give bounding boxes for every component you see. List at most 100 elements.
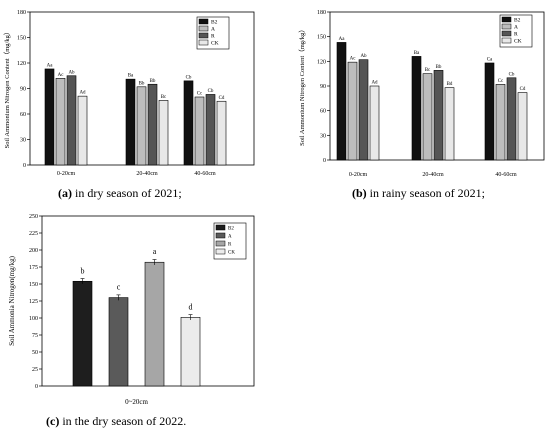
legend-swatch bbox=[501, 16, 512, 23]
y-tick-label: 0 bbox=[323, 158, 326, 164]
bar-significance-label: Bc bbox=[425, 68, 431, 73]
bar-significance-label: Bc bbox=[161, 95, 167, 100]
bar bbox=[369, 85, 380, 161]
chart-a: 0 30 60 90 120 150 180 Soil Ammonium Nitrogen C… bbox=[3, 10, 255, 177]
legend-swatch bbox=[215, 224, 226, 231]
caption-a-label: (a) bbox=[58, 186, 72, 200]
bar bbox=[358, 59, 369, 161]
bar-significance-label: Ba bbox=[128, 74, 134, 79]
x-category-label: 20-40cm bbox=[422, 172, 444, 178]
y-tick-label: 150 bbox=[17, 36, 26, 42]
bar-significance-label: Bd bbox=[447, 82, 453, 87]
bar bbox=[180, 317, 201, 387]
x-category-label: 0-20cm bbox=[349, 172, 368, 178]
bar-significance-label: Cc bbox=[197, 92, 203, 97]
y-tick-label: 60 bbox=[20, 112, 26, 118]
y-tick-label: 60 bbox=[320, 109, 326, 115]
bar bbox=[136, 86, 147, 166]
bar bbox=[194, 96, 205, 166]
y-tick-label: 100 bbox=[29, 316, 38, 322]
caption-c-text: in the dry season of 2022. bbox=[59, 414, 187, 428]
x-category-label: 40-60cm bbox=[495, 172, 517, 178]
bar-significance-label: Ad bbox=[371, 81, 378, 86]
legend-label: R bbox=[228, 243, 232, 248]
y-tick-label: 200 bbox=[29, 248, 38, 254]
bar bbox=[411, 56, 422, 161]
legend-label: CK bbox=[228, 251, 235, 256]
bar-significance-label: d bbox=[189, 302, 193, 311]
x-category-label: 40-60cm bbox=[194, 171, 216, 177]
legend-label: A bbox=[514, 25, 518, 31]
y-tick-label: 90 bbox=[320, 84, 326, 90]
bar-significance-label: Cb bbox=[186, 75, 192, 80]
legend-label: R bbox=[514, 32, 518, 38]
y-tick-label: 50 bbox=[32, 350, 38, 356]
y-axis-label: Soil Ammonium Nitrogen Content（mg/kg） bbox=[3, 29, 11, 149]
legend-swatch bbox=[501, 37, 512, 44]
y-tick-label: 150 bbox=[317, 35, 326, 41]
y-tick-label: 120 bbox=[17, 61, 26, 67]
caption-c-label: (c) bbox=[46, 414, 60, 428]
legend-label: B2 bbox=[228, 227, 234, 232]
bar bbox=[347, 61, 358, 161]
bar bbox=[216, 100, 227, 166]
bar-significance-label: Bb bbox=[150, 79, 156, 84]
caption-b-text: in rainy season of 2021; bbox=[366, 186, 485, 200]
caption-c: (c) in the dry season of 2022. bbox=[46, 414, 186, 429]
y-tick-label: 120 bbox=[317, 59, 326, 65]
y-axis-label: Soil Ammonium Nitrogen Content（mg/kg） bbox=[298, 26, 306, 146]
bar bbox=[77, 95, 88, 166]
bar bbox=[444, 87, 455, 161]
legend-swatch bbox=[215, 240, 226, 247]
legend-swatch bbox=[501, 30, 512, 37]
bar bbox=[72, 280, 93, 387]
y-tick-label: 25 bbox=[32, 367, 38, 373]
y-tick-label: 180 bbox=[317, 10, 326, 16]
bar-significance-label: Ad bbox=[79, 91, 86, 96]
y-tick-label: 0 bbox=[23, 163, 26, 169]
bar-significance-label: a bbox=[153, 247, 157, 256]
bar-significance-label: b bbox=[81, 266, 85, 275]
bar-significance-label: Cb bbox=[208, 89, 214, 94]
bar bbox=[66, 75, 77, 166]
bar bbox=[147, 83, 158, 166]
y-tick-label: 250 bbox=[29, 214, 38, 220]
y-tick-label: 125 bbox=[29, 299, 38, 305]
bar-significance-label: Ab bbox=[360, 54, 367, 59]
bar bbox=[422, 73, 433, 161]
y-tick-label: 30 bbox=[320, 133, 326, 139]
bar-significance-label: Ac bbox=[58, 73, 65, 78]
caption-b-label: (b) bbox=[352, 186, 367, 200]
y-tick-label: 90 bbox=[20, 87, 26, 93]
bar-significance-label: Cd bbox=[219, 96, 225, 101]
legend-swatch bbox=[198, 25, 209, 32]
bar bbox=[44, 68, 55, 166]
legend-label: A bbox=[228, 235, 232, 240]
legend-label: B2 bbox=[211, 20, 218, 26]
y-tick-label: 0 bbox=[35, 384, 38, 390]
caption-a: (a) in dry season of 2021; bbox=[58, 186, 182, 201]
y-tick-label: 30 bbox=[20, 138, 26, 144]
bar bbox=[144, 261, 165, 387]
bar-significance-label: Ba bbox=[414, 51, 420, 56]
legend-label: CK bbox=[211, 41, 219, 47]
legend-swatch bbox=[198, 18, 209, 25]
bar-significance-label: Bb bbox=[436, 65, 442, 70]
bar bbox=[484, 62, 495, 161]
bar-significance-label: Aa bbox=[339, 37, 346, 42]
legend-swatch bbox=[501, 23, 512, 30]
x-category-label: 0~20cm bbox=[125, 398, 148, 406]
bar-significance-label: Bb bbox=[139, 81, 145, 86]
bar bbox=[183, 80, 194, 166]
bar bbox=[158, 100, 169, 166]
bar-significance-label: Ab bbox=[68, 70, 75, 75]
bar bbox=[517, 92, 528, 161]
bar-significance-label: Aa bbox=[47, 63, 54, 68]
bar bbox=[506, 77, 517, 161]
bar bbox=[495, 84, 506, 161]
bar-significance-label: Cb bbox=[509, 72, 515, 77]
bar-significance-label: Cd bbox=[520, 87, 526, 92]
legend-swatch bbox=[215, 248, 226, 255]
bar-significance-label: Cc bbox=[498, 79, 504, 84]
